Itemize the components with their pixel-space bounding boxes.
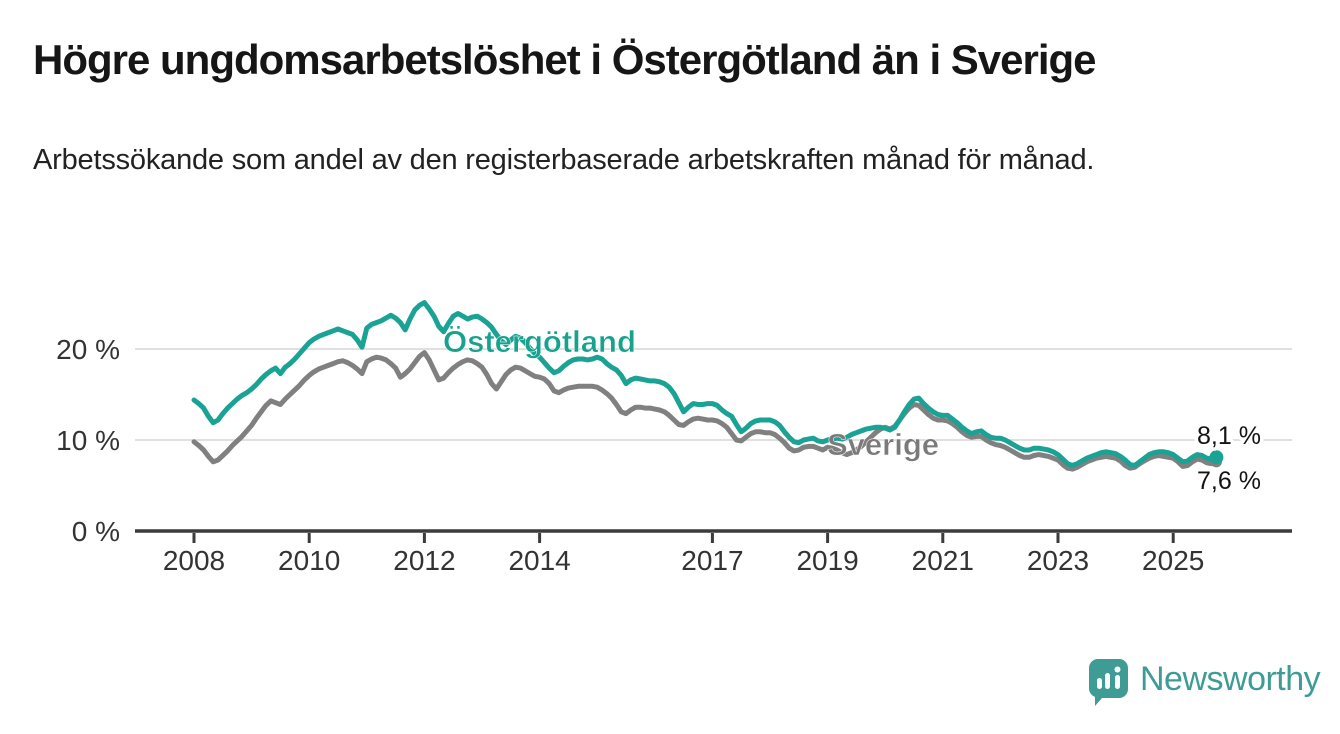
x-axis-tick-label: 2019 — [796, 545, 858, 576]
series-line-sverige — [191, 350, 1219, 472]
newsworthy-bar-chart-bubble-icon — [1089, 659, 1128, 706]
x-axis-tick-label: 2010 — [278, 545, 340, 576]
x-axis-tick-label: 2023 — [1027, 545, 1089, 576]
series-label-östergötland: Östergötland — [443, 324, 636, 359]
newsworthy-logo-text: Newsworthy — [1140, 660, 1321, 698]
series-line-östergötland — [191, 300, 1219, 468]
x-axis-tick-label: 2021 — [912, 545, 974, 576]
series-end-dot-östergötland — [1209, 450, 1224, 465]
x-axis-tick-label: 2012 — [393, 545, 455, 576]
series-end-value-label-östergötland: 8,1 % — [1197, 422, 1261, 450]
newsworthy-logo: Newsworthy — [1088, 658, 1321, 708]
chart-subtitle: Arbetssökande som andel av den registerb… — [33, 144, 1095, 176]
x-axis-tick-label: 2008 — [163, 545, 225, 576]
x-axis-tick-label: 2014 — [508, 545, 570, 576]
y-axis-tick-label: 10 % — [56, 425, 120, 456]
series-label-sverige: Sverige — [827, 427, 939, 462]
x-axis-tick-label: 2017 — [681, 545, 743, 576]
series-end-value-label-sverige: 7,6 % — [1197, 467, 1261, 495]
y-axis-tick-label: 0 % — [72, 516, 120, 547]
x-axis-tick-label: 2025 — [1142, 545, 1204, 576]
page-title: Högre ungdomsarbetslöshet i Östergötland… — [33, 36, 1097, 83]
y-axis-tick-label: 20 % — [56, 334, 120, 365]
